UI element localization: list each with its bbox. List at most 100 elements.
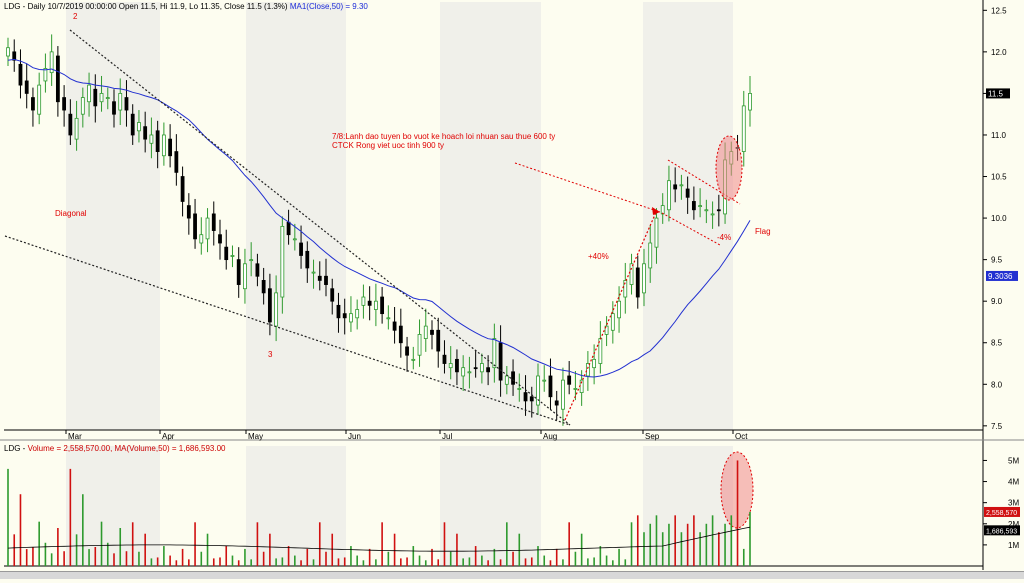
- y-tick-label: 8.5: [991, 339, 1003, 348]
- candle-body: [392, 321, 397, 331]
- volume-bar: [219, 557, 221, 566]
- volume-bar: [730, 515, 733, 566]
- candle-body: [267, 288, 272, 323]
- volume-bar: [225, 546, 228, 566]
- candle-body: [504, 375, 509, 385]
- candle-body: [43, 68, 48, 82]
- candle-body: [573, 388, 578, 390]
- volume-bar: [106, 542, 109, 566]
- candle-body: [6, 47, 10, 57]
- candle-body: [536, 375, 540, 406]
- candle-body: [430, 329, 434, 335]
- candle-body: [124, 97, 129, 111]
- month-band: [643, 2, 733, 430]
- volume-value-label: 2,558,570: [986, 510, 1017, 517]
- volume-bar: [686, 523, 689, 566]
- candle-body: [442, 354, 447, 364]
- volume-bar: [57, 528, 59, 566]
- volume-bar: [406, 557, 408, 566]
- lower-wedge-line: [4, 235, 571, 426]
- x-tick-label: Oct: [735, 432, 748, 441]
- volume-bar: [524, 558, 527, 566]
- candle-body: [161, 134, 166, 157]
- candle-body: [386, 317, 391, 320]
- candle-body: [367, 300, 372, 306]
- candle-body: [330, 288, 335, 302]
- candle-body: [305, 250, 310, 269]
- candle-body: [55, 55, 60, 103]
- y-tick-label: 7.5: [991, 422, 1003, 431]
- candle-body: [604, 325, 609, 335]
- y-tick-label: 10.5: [991, 173, 1007, 182]
- sheet-tabs-bar[interactable]: [0, 571, 1024, 579]
- volume-info: Volume = 2,558,570.00, MA(Volume,50) = 1…: [27, 444, 226, 453]
- volume-header: LDG - Volume = 2,558,570.00, MA(Volume,5…: [4, 444, 226, 453]
- volume-bar: [156, 557, 159, 566]
- volume-bar: [599, 546, 602, 566]
- volume-bar: [25, 549, 28, 566]
- volume-bar: [749, 511, 751, 566]
- volume-bar: [387, 551, 390, 566]
- volume-bar: [630, 522, 633, 566]
- ohlc-info: Daily 10/7/2019 00:00:00 Open 11.5, Hi 1…: [27, 2, 288, 11]
- candle-body: [112, 101, 116, 115]
- x-tick-label: Jul: [442, 432, 452, 441]
- flag-label: Flag: [755, 227, 771, 236]
- candle-body: [623, 280, 628, 298]
- candle-body: [24, 80, 29, 94]
- candle-body: [523, 392, 528, 402]
- volume-bar: [381, 522, 383, 566]
- volume-bar: [362, 560, 365, 566]
- volume-bar: [194, 522, 196, 566]
- candle-body: [324, 275, 328, 285]
- volume-bar: [75, 534, 78, 566]
- candle-body: [698, 205, 703, 208]
- candle-body: [373, 300, 378, 310]
- volume-bar: [693, 515, 695, 566]
- vol-y-tick-label: 4M: [1008, 478, 1019, 487]
- candle-body: [224, 246, 229, 261]
- candle-body: [236, 259, 241, 285]
- volume-bar: [742, 548, 745, 566]
- ma-value-box: [986, 270, 1018, 281]
- volume-bar: [250, 559, 252, 566]
- vol-y-tick-label: 1M: [1008, 541, 1019, 550]
- candle-body: [492, 338, 497, 369]
- candle-body: [80, 97, 85, 115]
- volume-bar: [169, 555, 171, 566]
- candle-body: [18, 63, 23, 86]
- candle-body: [299, 242, 303, 256]
- volume-bar: [356, 555, 358, 566]
- candle-body: [274, 292, 279, 327]
- candle-body: [542, 379, 547, 382]
- candle-body: [230, 255, 235, 257]
- candle-body: [174, 151, 179, 173]
- volume-bar: [580, 533, 583, 566]
- candle-body: [93, 88, 98, 107]
- candle-body: [186, 205, 191, 219]
- candle-body: [180, 176, 185, 202]
- volume-bar: [456, 533, 458, 566]
- candle-body: [585, 363, 590, 377]
- month-band: [246, 446, 346, 566]
- volume-bar: [443, 522, 446, 566]
- volume-symbol-label: LDG: [4, 444, 21, 453]
- candle-body: [218, 234, 222, 244]
- volume-bar: [119, 528, 122, 566]
- price-header: LDG - Daily 10/7/2019 00:00:00 Open 11.5…: [4, 2, 368, 11]
- volume-bar: [131, 522, 134, 566]
- x-tick-label: Apr: [162, 432, 175, 441]
- flag-lower-line: [661, 212, 721, 246]
- candle-body: [710, 213, 715, 216]
- volume-bar: [736, 460, 739, 566]
- volume-bar: [306, 548, 309, 566]
- volume-bar: [518, 533, 521, 566]
- candle-body: [704, 209, 709, 212]
- y-tick-label: 8.0: [991, 380, 1003, 389]
- volume-bar: [705, 523, 708, 566]
- ma-value-label: 9.3036: [988, 272, 1013, 281]
- volume-bar: [350, 546, 352, 566]
- candle-body: [567, 375, 572, 385]
- volume-bar: [312, 559, 315, 566]
- volume-bar: [19, 494, 22, 566]
